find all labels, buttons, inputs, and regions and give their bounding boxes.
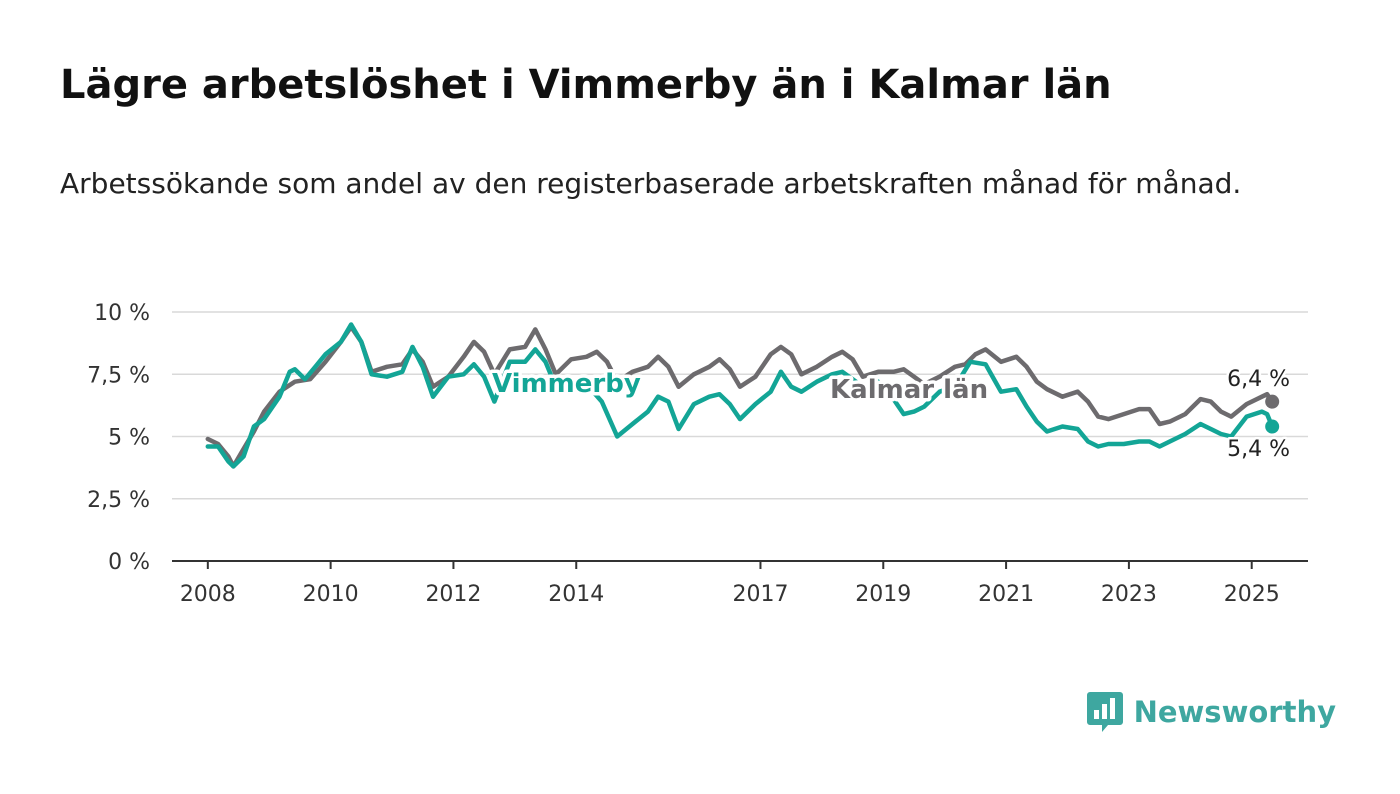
series-end-value-label: 6,4 % (1227, 367, 1290, 392)
chart-title: Lägre arbetslöshet i Vimmerby än i Kalma… (60, 62, 1112, 108)
x-tick-label: 2023 (1101, 582, 1157, 607)
x-tick-label: 2012 (425, 582, 481, 607)
newsworthy-logo-icon (1086, 692, 1123, 732)
x-tick-label: 2014 (548, 582, 604, 607)
axes: 10 % 7,5 % 5 % 2,5 % 0 % 2008 2010 2012 2014 2017… (87, 301, 1308, 607)
y-tick-label: 5 % (108, 426, 150, 451)
x-tick-label: 2008 (180, 582, 236, 607)
series-labels: Kalmar län 6,4 % Vimmerby 5,4 % (489, 365, 1293, 465)
y-tick-label: 7,5 % (87, 363, 150, 388)
series-label: Kalmar län (830, 375, 988, 405)
y-tick-label: 2,5 % (87, 488, 150, 513)
series-line-1 (205, 322, 1275, 469)
x-tick-label: 2021 (978, 582, 1034, 607)
newsworthy-logo-text: Newsworthy (1133, 695, 1336, 729)
series-end-value-label: 5,4 % (1227, 437, 1290, 462)
series-lines (205, 322, 1280, 469)
series-label: Vimmerby (492, 369, 641, 399)
newsworthy-logo: Newsworthy (1086, 690, 1336, 734)
chart-subtitle: Arbetssökande som andel av den registerb… (60, 167, 1242, 200)
series-line-0 (205, 324, 1275, 469)
series-end-marker (1265, 394, 1280, 409)
grid-lines (172, 311, 1308, 500)
x-tick-label: 2010 (303, 582, 359, 607)
x-tick-label: 2017 (732, 582, 788, 607)
y-tick-label: 10 % (94, 301, 150, 326)
x-tick-label: 2019 (855, 582, 911, 607)
x-tick-label: 2025 (1224, 582, 1280, 607)
y-tick-label: 0 % (108, 550, 150, 575)
series-end-marker (1265, 419, 1280, 434)
